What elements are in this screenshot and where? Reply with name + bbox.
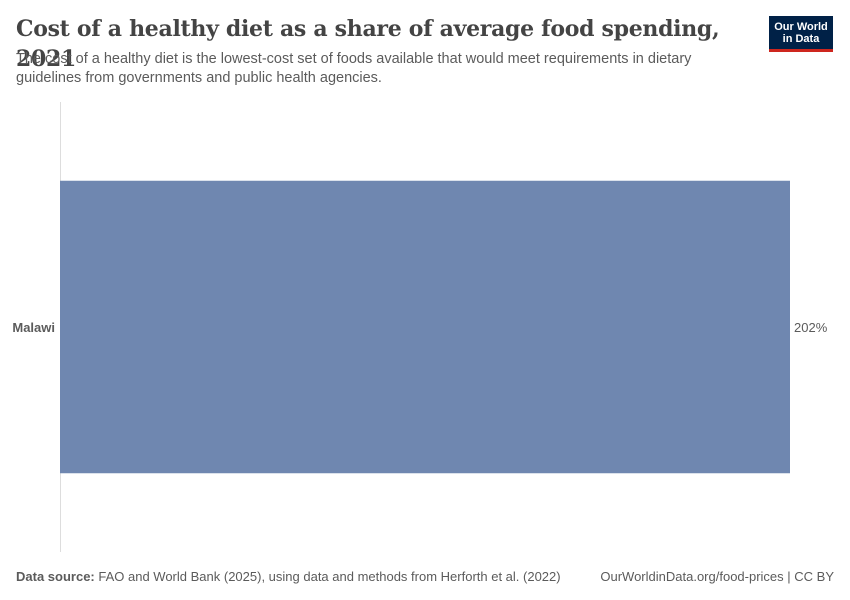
category-label: Malawi	[12, 320, 55, 335]
bar-malawi[interactable]	[60, 180, 790, 474]
owid-link[interactable]: OurWorldinData.org/food-prices | CC BY	[600, 569, 834, 584]
chart-title: Cost of a healthy diet as a share of ave…	[16, 16, 720, 72]
data-source: Data source: FAO and World Bank (2025), …	[16, 569, 561, 584]
data-source-label: Data source:	[16, 569, 95, 584]
owid-logo[interactable]: Our World in Data	[769, 16, 833, 52]
chart-subtitle: The cost of a healthy diet is the lowest…	[16, 51, 692, 86]
value-label: 202%	[794, 320, 828, 335]
logo-text: Our World in Data	[774, 20, 828, 45]
data-source-text: FAO and World Bank (2025), using data an…	[98, 569, 561, 584]
